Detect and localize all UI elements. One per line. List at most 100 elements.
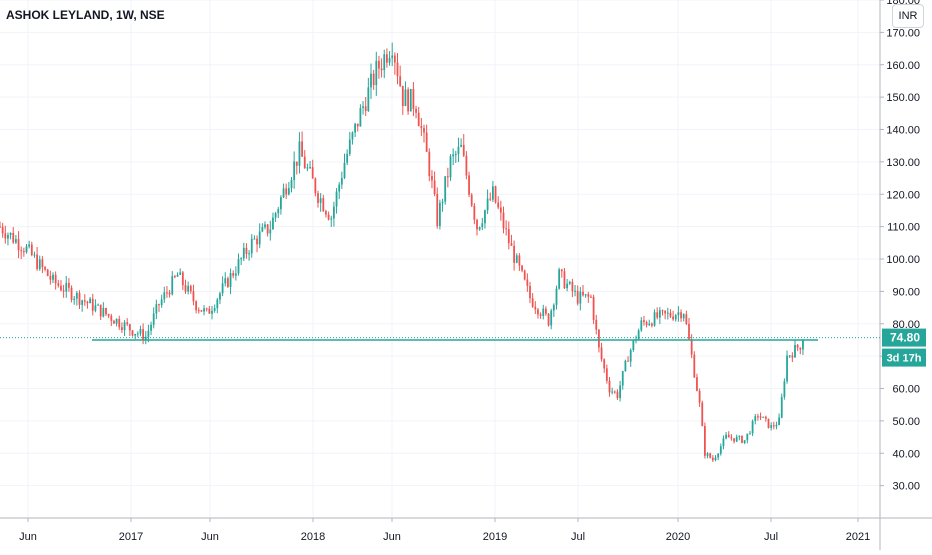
candle-body [433,180,436,194]
candle-body [280,197,282,210]
candle-body [484,210,486,224]
candle-body [248,253,250,255]
candle-body [33,254,36,256]
candle-body [786,355,788,382]
y-tick-label: 150.00 [886,92,920,104]
candle-body [242,247,245,259]
candle-body [107,314,110,316]
candle-body [134,333,137,336]
candle-body [749,433,751,435]
candle-body [526,279,529,286]
candle-body [12,232,15,243]
candle-body [576,290,579,304]
candle-body [380,68,383,71]
candle-body [83,300,86,302]
candle-body [425,132,428,152]
candle-body [560,269,563,272]
candle-body [401,85,404,107]
candle-body [666,312,669,314]
candle-body [584,294,587,296]
candle-body [412,89,415,109]
candle-body [537,309,539,315]
candle-body [592,296,595,320]
candle-body [311,167,314,179]
candle-body [534,306,537,310]
candle-body [325,211,327,215]
candle-body [62,290,65,292]
y-tick-label: 80.00 [892,319,920,331]
candle-body [799,347,802,350]
candle-body [213,308,216,311]
candle-body [624,360,627,372]
candle-body [44,267,46,270]
candle-body [285,188,288,195]
candle-body [139,329,142,334]
candle-body [619,385,621,399]
last-price-label-bg [882,328,926,347]
candle-body [383,54,386,71]
x-tick-label: Jul [764,531,778,543]
candle-body [778,417,780,425]
candle-body [446,176,449,178]
candle-body [539,314,542,316]
candle-body [791,355,794,358]
candle-body [396,62,399,77]
candle-body [505,228,508,230]
candle-body [470,194,473,206]
candle-body [571,281,574,292]
candle-body [354,123,356,133]
candle-body [338,184,341,192]
candle-body [547,313,550,326]
candle-body [266,224,269,234]
candle-body [407,89,409,112]
candle-body [258,231,261,245]
currency-button[interactable]: INR [892,4,924,28]
candle-body [195,301,197,311]
candle-body [555,288,558,305]
y-tick-label: 30.00 [892,481,920,493]
x-tick-label: 2017 [119,531,143,543]
candle-body [550,310,553,326]
candle-body [420,126,423,129]
candle-body [348,139,351,154]
candle-body [179,272,182,275]
candle-body [184,285,187,292]
candle-body [73,298,76,300]
last-price-label: 74.80 [890,331,920,345]
candle-body [290,180,293,189]
grid [0,0,880,518]
candle-body [690,339,693,355]
candle-body [102,307,105,317]
candle-body [208,308,211,314]
y-tick-label: 180.00 [886,0,920,7]
candle-body [558,269,561,289]
y-tick-label: 110.00 [887,222,920,234]
candle-body [751,420,754,434]
candle-body [330,218,333,220]
candle-body [319,198,322,203]
candle-body [568,281,571,284]
candle-body [658,310,661,318]
candle-body [598,329,600,348]
candle-body [227,278,229,287]
candle-body [444,176,447,202]
candle-body [250,238,253,254]
candle-body [277,209,280,214]
candle-body [672,316,674,320]
candle-body [46,269,49,276]
candle-body [605,368,608,381]
candle-body [1,226,4,234]
candle-body [648,323,651,326]
candle-body [709,453,712,458]
candle-body [582,291,584,296]
candle-body [216,299,219,309]
candle-body [627,360,629,362]
candle-body [4,233,7,239]
candle-body [566,283,568,289]
y-tick-label: 120.00 [886,189,920,201]
candle-body [552,304,555,311]
candle-body [0,226,1,228]
candle-body [701,402,704,427]
y-tick-label: 90.00 [892,286,920,298]
